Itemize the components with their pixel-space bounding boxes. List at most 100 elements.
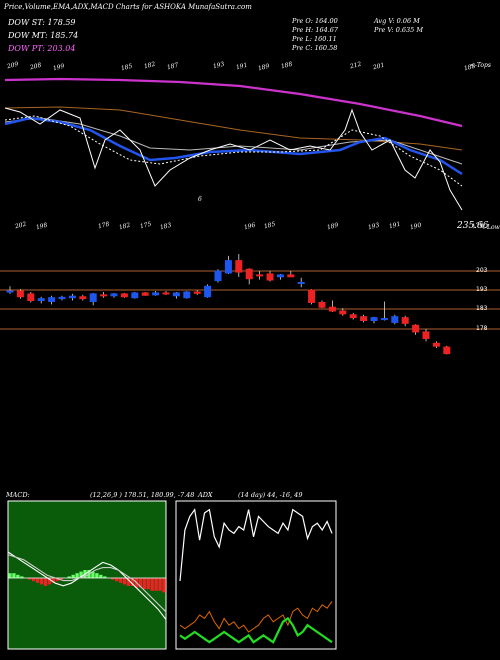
adx-params: (14 day) 44, -16, 49 (238, 491, 303, 499)
macd-bar (67, 576, 71, 578)
candle-body (235, 260, 243, 273)
avg-volume: Avg V: 0.06 M (374, 17, 420, 25)
ohlc-open: Pre O: 164.00 (292, 17, 338, 25)
candle-body (266, 273, 274, 281)
macd-bar (16, 574, 20, 578)
candle-body (297, 282, 305, 284)
level-label: 193 (476, 286, 488, 293)
candle-body (162, 292, 170, 295)
candle-body (79, 296, 87, 300)
macd-bar (71, 574, 75, 578)
macd-bar (154, 578, 158, 591)
adx-line (179, 508, 333, 582)
candle-body (391, 316, 399, 323)
ema-line-0 (4, 77, 463, 128)
candle-body (318, 301, 326, 308)
legend-dow-st: DOW ST: 178.59 (8, 18, 76, 27)
macd-bar (12, 573, 16, 578)
macd-bar (59, 578, 63, 580)
macd-bar (158, 578, 162, 591)
macd-bar (51, 578, 56, 583)
candle-body (6, 290, 14, 293)
candle-body (120, 293, 128, 298)
candle-body (328, 306, 336, 312)
legend-dow-pt: DOW PT: 203.04 (8, 44, 76, 53)
level-label: 178 (476, 325, 488, 332)
candle-body (27, 293, 35, 302)
candle-body (68, 295, 76, 299)
adx-line (179, 616, 333, 644)
candle-body (412, 324, 420, 333)
macd-params: (12,26,9 ) 178.51, 180.99, -7.48 (90, 491, 195, 499)
level-label: 183 (476, 305, 488, 312)
candle-body (48, 297, 56, 303)
macd-bar (95, 573, 99, 578)
candle-body (204, 285, 212, 298)
macd-bar (79, 571, 83, 578)
candle-body (58, 296, 66, 300)
macd-bar (43, 578, 48, 586)
candle-body (183, 291, 191, 299)
candle-body (401, 317, 409, 324)
adx-label: ADX (198, 491, 213, 499)
macd-bar (162, 578, 166, 593)
ohlc-low: Pre L: 160.11 (292, 35, 337, 43)
candle-body (37, 298, 45, 302)
macd-bar (142, 578, 146, 590)
macd-bar (99, 574, 103, 578)
macd-bar (8, 573, 12, 578)
candle-body (152, 292, 160, 296)
candle-body (193, 291, 201, 294)
macd-line (7, 551, 167, 620)
ema-line-4 (4, 115, 463, 187)
candle-body (131, 292, 139, 299)
macd-bar (32, 578, 36, 582)
prev-volume: Pre V: 0.635 M (374, 26, 424, 34)
candle-body (16, 290, 24, 298)
candle-body (349, 314, 357, 319)
candle-body (245, 268, 253, 280)
candle-body (370, 317, 378, 321)
macd-bar (150, 578, 154, 591)
ema-marker: 6 (198, 196, 202, 203)
macd-bar (118, 578, 123, 583)
candle-body (276, 274, 284, 278)
macd-label: MACD: (6, 491, 30, 499)
ohlc-high: Pre H: 164.67 (292, 26, 339, 34)
macd-bar (146, 578, 150, 590)
candle-body (224, 260, 232, 274)
macd-bar (130, 578, 135, 586)
adx-line (179, 601, 333, 633)
candle-body (172, 292, 180, 297)
candle-body (308, 289, 316, 303)
macd-bar (126, 578, 131, 586)
legend-dow-mt: DOW MT: 185.74 (8, 31, 79, 40)
chart-title: Price,Volume,EMA,ADX,MACD Charts for ASH… (4, 3, 252, 11)
candle-body (360, 316, 368, 322)
candle-body (443, 346, 451, 355)
candle-body (422, 331, 430, 340)
macd-bar (114, 578, 119, 582)
candle-body (339, 310, 347, 315)
lows-label: <-Lows (480, 224, 500, 231)
macd-bar (122, 578, 127, 585)
macd-bar (39, 578, 44, 585)
ema-line-1 (4, 106, 463, 151)
macd-bar (111, 578, 115, 580)
macd-bar (35, 578, 40, 583)
ohlc-close: Pre C: 160.58 (292, 44, 338, 52)
macd-bar (47, 578, 52, 585)
level-label: 203 (476, 267, 488, 274)
candle-body (380, 318, 388, 321)
lows-value: 235.66 (457, 221, 489, 231)
candle-body (432, 342, 440, 347)
candle-body (287, 274, 295, 278)
ema-line-3 (4, 116, 463, 176)
tops-label: <-Tops (470, 62, 491, 69)
candle-body (89, 293, 97, 302)
ema-line-5 (4, 107, 463, 211)
macd-bar (103, 576, 107, 578)
candle-body (141, 292, 149, 296)
